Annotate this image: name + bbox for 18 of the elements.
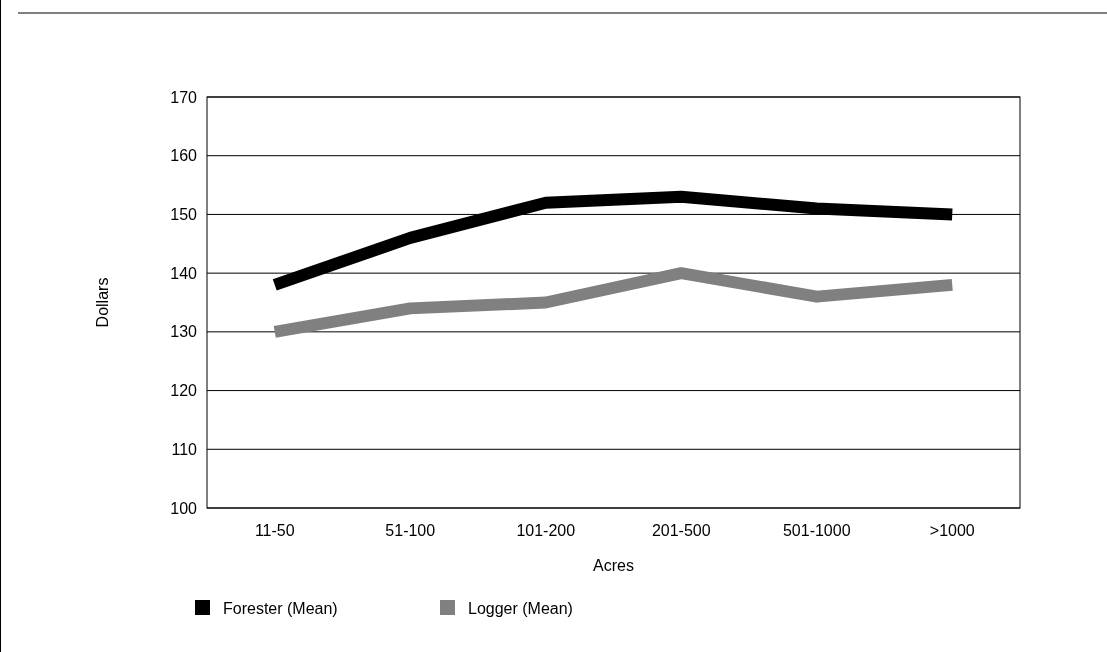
legend-label: Logger (Mean) [468,599,573,617]
y-tick-label: 110 [171,440,198,458]
y-tick-label: 150 [170,206,198,224]
x-tick-label: 11-50 [254,522,295,539]
y-tick-label: 140 [170,264,198,282]
y-tick-label: 130 [170,323,198,341]
y-tick-label: 120 [170,382,198,400]
y-axis-title: Dollars [94,277,111,328]
x-tick-label: >1000 [929,522,975,539]
y-tick-label: 160 [170,147,198,165]
x-tick-label: 201-500 [651,522,711,539]
y-tick-label: 170 [170,88,198,106]
y-tick-label: 100 [170,499,198,517]
x-tick-label: 501-1000 [782,522,851,539]
x-tick-label: 51-100 [385,522,436,539]
x-tick-label: 101-200 [516,522,576,539]
legend-label: Forester (Mean) [223,599,338,617]
x-axis-title: Acres [593,557,634,574]
